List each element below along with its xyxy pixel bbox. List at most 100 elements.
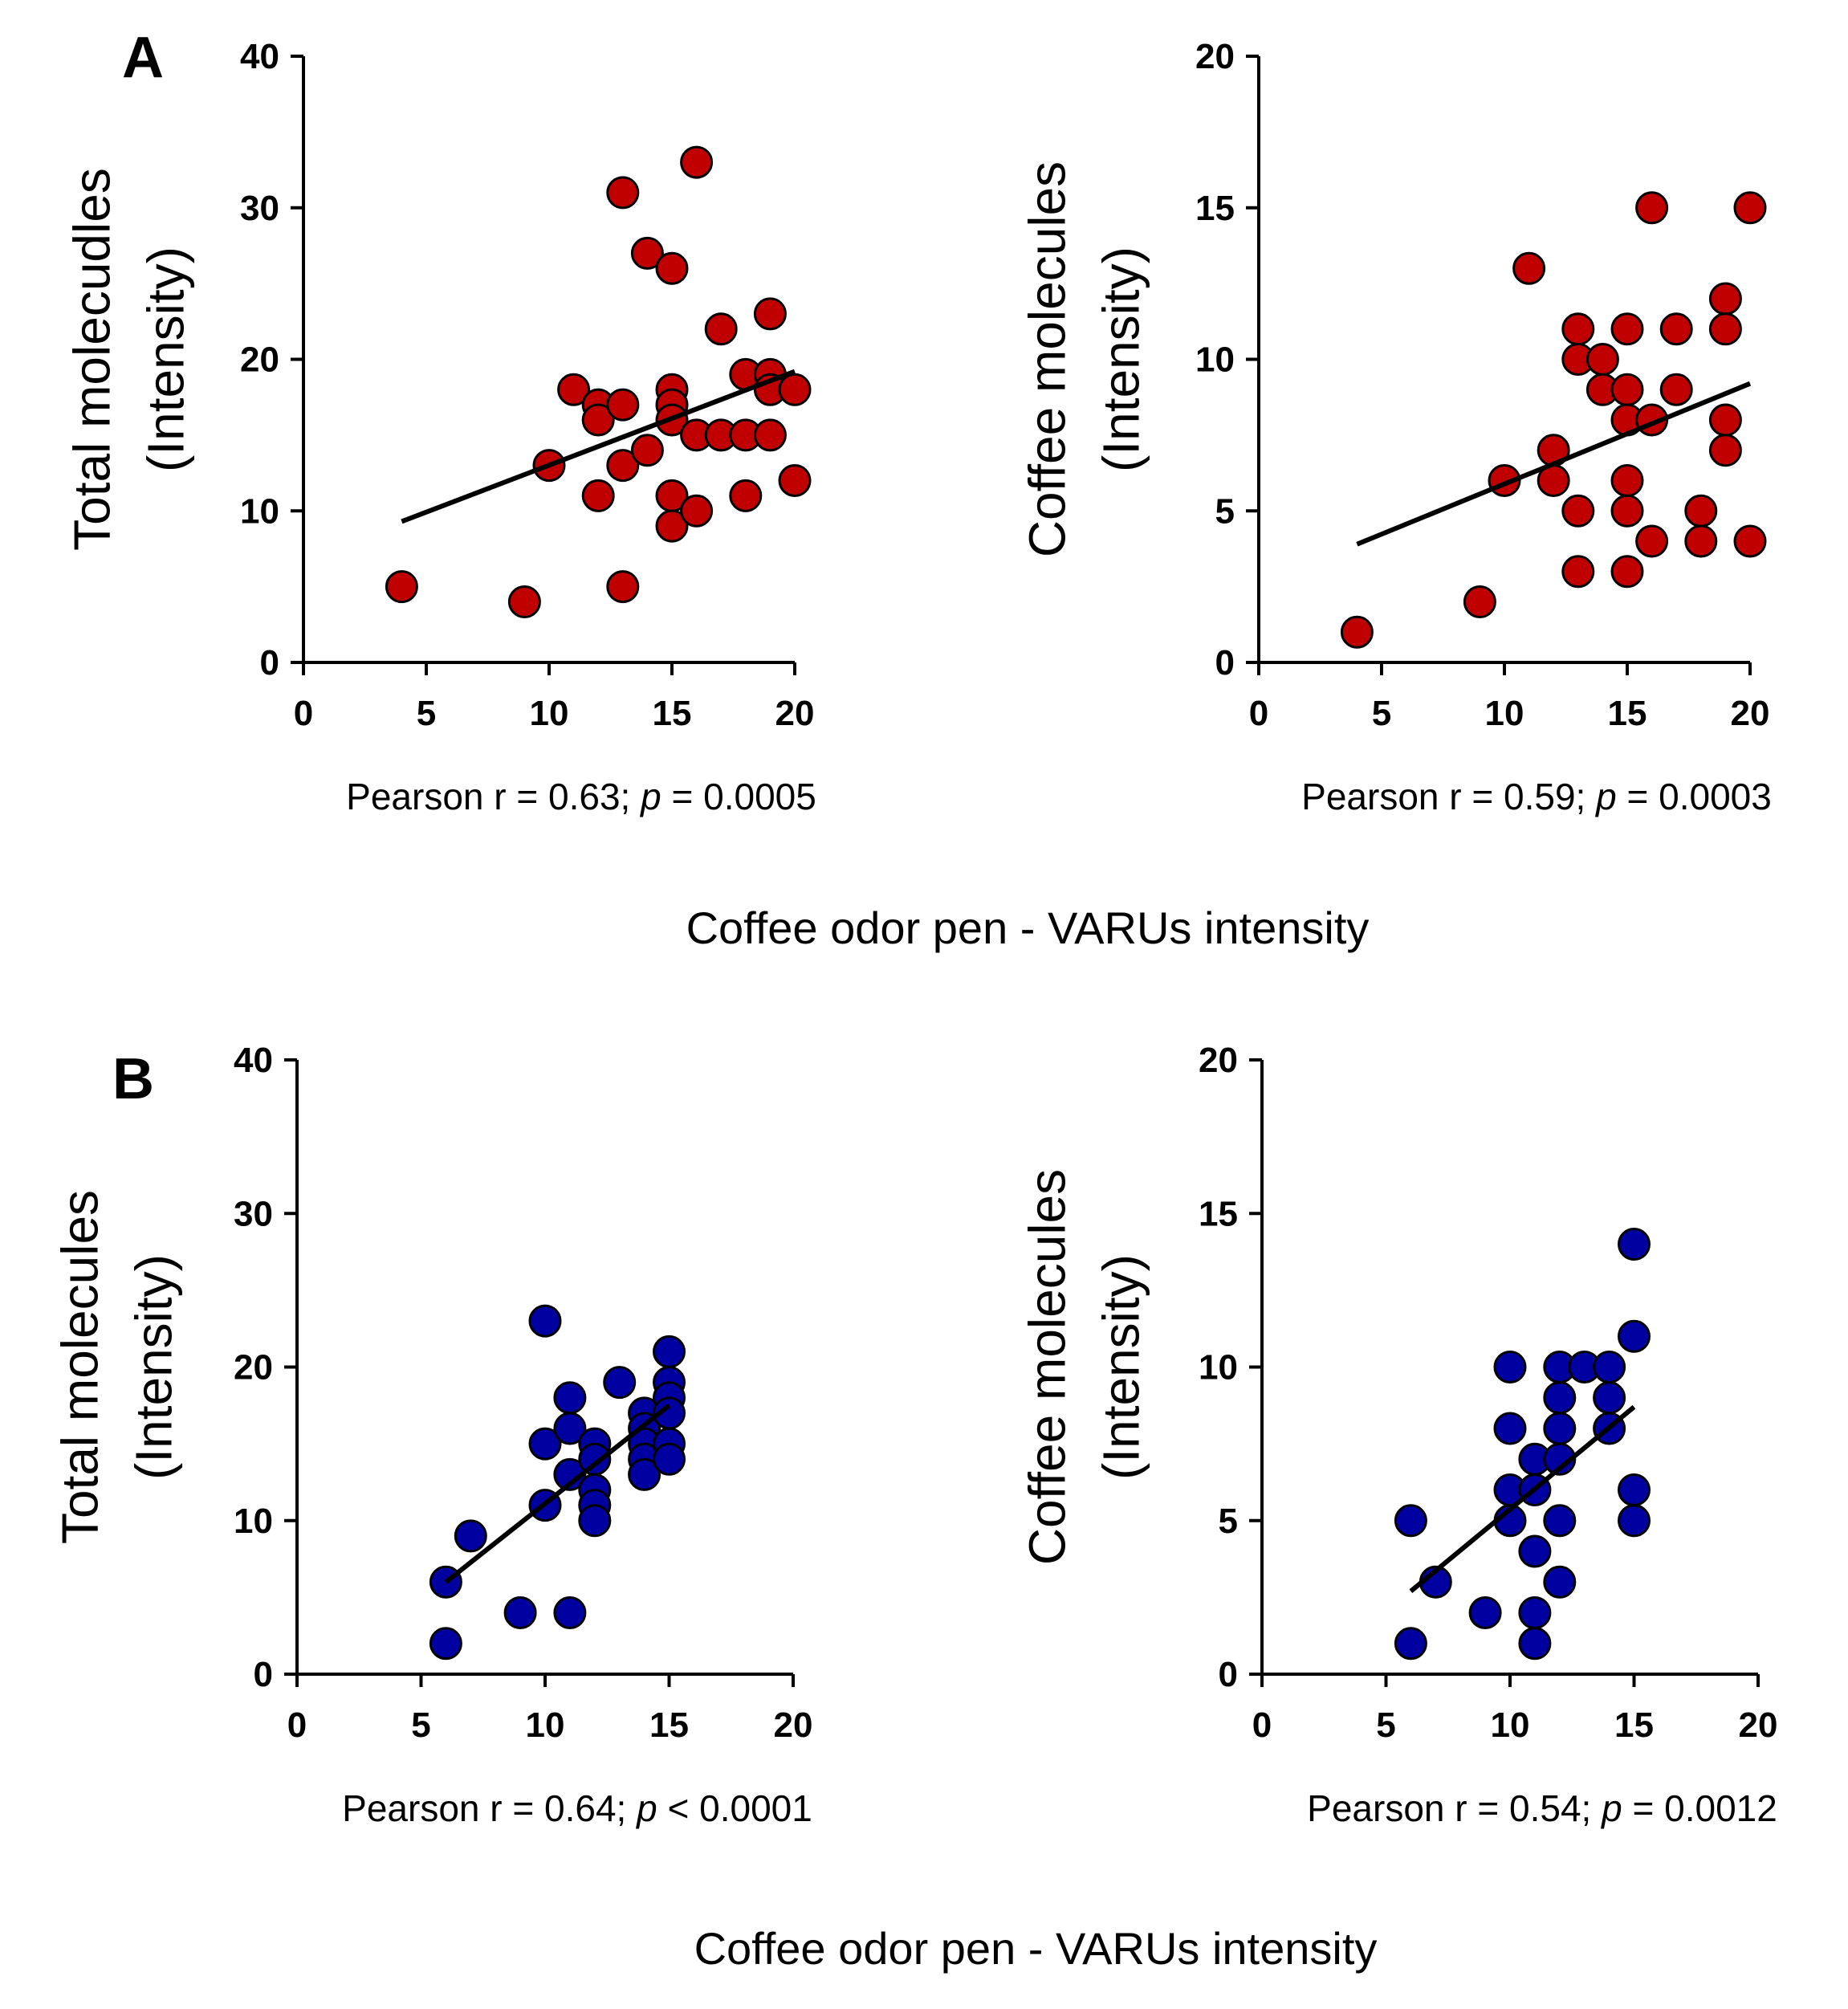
trend-line [401, 369, 796, 524]
stat-suffix: < 0.0001 [657, 1787, 812, 1829]
data-point [581, 479, 615, 512]
data-point [729, 479, 763, 512]
y-tick-label: 15 [1195, 189, 1235, 228]
data-point [1733, 524, 1767, 558]
chart-b-left: 0 10 20 30 40 0 5 10 15 20 Total molecules (Intensi… [51, 1041, 812, 1829]
x-tick-label: 10 [526, 1705, 565, 1745]
y-tick-label: 15 [1199, 1194, 1238, 1233]
pearson-stat: Pearson r = 0.59; p = 0.0003 [1301, 776, 1772, 817]
data-point [1708, 403, 1742, 437]
x-tick-label: 5 [417, 694, 436, 733]
data-point [653, 1335, 686, 1368]
y-tick-label: 5 [1219, 1502, 1238, 1541]
data-point [1561, 494, 1595, 528]
data-point [1463, 585, 1496, 618]
data-point [1610, 312, 1644, 346]
x-tick-label: 0 [1252, 1705, 1272, 1745]
y-tick-label: 10 [234, 1502, 273, 1541]
data-point [553, 1412, 587, 1445]
data-point [606, 388, 640, 422]
y-axis-title-line2: (Intensity) [124, 1254, 182, 1480]
data-point [503, 1596, 537, 1629]
data-point [553, 1381, 587, 1415]
y-tick-label: 20 [1199, 1041, 1238, 1080]
data-point [753, 297, 787, 331]
pearson-stat: Pearson r = 0.64; p < 0.0001 [342, 1787, 812, 1829]
y-axis-title-line2: (Intensity) [1092, 1254, 1150, 1480]
x-tick-label: 20 [1731, 694, 1770, 733]
x-tick-label: 15 [1614, 1705, 1654, 1745]
data-point [1561, 555, 1595, 589]
trend-line [1409, 1404, 1636, 1594]
x-tick-label: 5 [411, 1705, 430, 1745]
x-tick-label: 0 [1249, 694, 1268, 733]
y-tick-label: 5 [1215, 491, 1235, 531]
stat-prefix: Pearson r = 0.54; [1307, 1787, 1602, 1829]
data-point [1635, 524, 1669, 558]
data-point [1468, 1596, 1502, 1629]
y-axis-title-line2: (Intensity) [1092, 247, 1150, 472]
pearson-stat: Pearson r = 0.54; p = 0.0012 [1307, 1787, 1777, 1829]
data-point [553, 1596, 587, 1629]
data-point [630, 236, 664, 270]
x-tick-label: 0 [287, 1705, 307, 1745]
data-point [1543, 1381, 1577, 1415]
panel-letter-b: B [112, 1047, 154, 1111]
data-point [1561, 312, 1595, 346]
data-point [1618, 1473, 1651, 1506]
y-tick-label: 0 [254, 1655, 273, 1694]
y-axis-title-line1: Coffee molecules [1018, 1169, 1076, 1565]
trend-line [444, 1403, 671, 1584]
data-point [1708, 282, 1742, 316]
stat-p-symbol: p [635, 1787, 657, 1829]
data-point [1543, 1442, 1577, 1476]
data-point [578, 1504, 612, 1538]
data-point [1543, 1504, 1577, 1538]
trend-line [1356, 381, 1752, 547]
data-point [704, 312, 738, 346]
data-point [628, 1457, 661, 1491]
stat-suffix: = 0.0012 [1622, 1787, 1777, 1829]
data-point [606, 176, 640, 210]
stat-prefix: Pearson r = 0.64; [342, 1787, 637, 1829]
data-point [1610, 373, 1644, 406]
data-point [606, 449, 640, 483]
data-point [557, 373, 591, 406]
panel-letter-a: A [122, 26, 164, 90]
data-point [385, 570, 418, 604]
y-axis-title-line1: Total molecudles [63, 168, 120, 551]
x-tick-label: 20 [774, 1705, 813, 1745]
x-tick-label: 20 [775, 694, 815, 733]
y-tick-label: 10 [240, 491, 279, 531]
data-point [1610, 555, 1644, 589]
pearson-stat: Pearson r = 0.63; p = 0.0005 [346, 776, 816, 817]
stat-prefix: Pearson r = 0.59; [1301, 776, 1596, 817]
data-point [1684, 494, 1718, 528]
data-point [680, 494, 714, 528]
data-point [778, 464, 812, 497]
data-point [1585, 343, 1619, 376]
data-point [1618, 1319, 1651, 1353]
chart-b-right: 0 5 10 15 20 0 5 10 15 20 Coffee molecules (Intensi… [1018, 1041, 1777, 1829]
x-tick-label: 0 [294, 694, 313, 733]
x-tick-label: 10 [530, 694, 569, 733]
x-tick-label: 5 [1372, 694, 1391, 733]
chart-a-right: 0 5 10 15 20 0 5 10 15 20 Coffee molecules (Intensi… [1018, 37, 1771, 817]
data-point [655, 509, 689, 543]
chart-a-left: 0 10 20 30 40 0 5 10 15 20 Total molecudles (Intens… [63, 37, 816, 817]
x-tick-label: 15 [653, 694, 692, 733]
data-point [1493, 1412, 1527, 1445]
x-tick-label: 15 [1608, 694, 1647, 733]
y-tick-label: 10 [1199, 1348, 1238, 1388]
data-point [1593, 1351, 1626, 1383]
stat-p-symbol: p [1600, 1787, 1622, 1829]
y-tick-label: 0 [1219, 1655, 1238, 1694]
stat-suffix: = 0.0003 [1617, 776, 1772, 817]
data-point [1493, 1351, 1527, 1383]
data-point [1610, 494, 1644, 528]
data-point [1708, 312, 1742, 346]
data-point [1708, 434, 1742, 467]
y-tick-label: 20 [234, 1348, 273, 1388]
shared-xlabel-b: Coffee odor pen - VARUs intensity [694, 1923, 1378, 1974]
stat-suffix: = 0.0005 [661, 776, 816, 817]
